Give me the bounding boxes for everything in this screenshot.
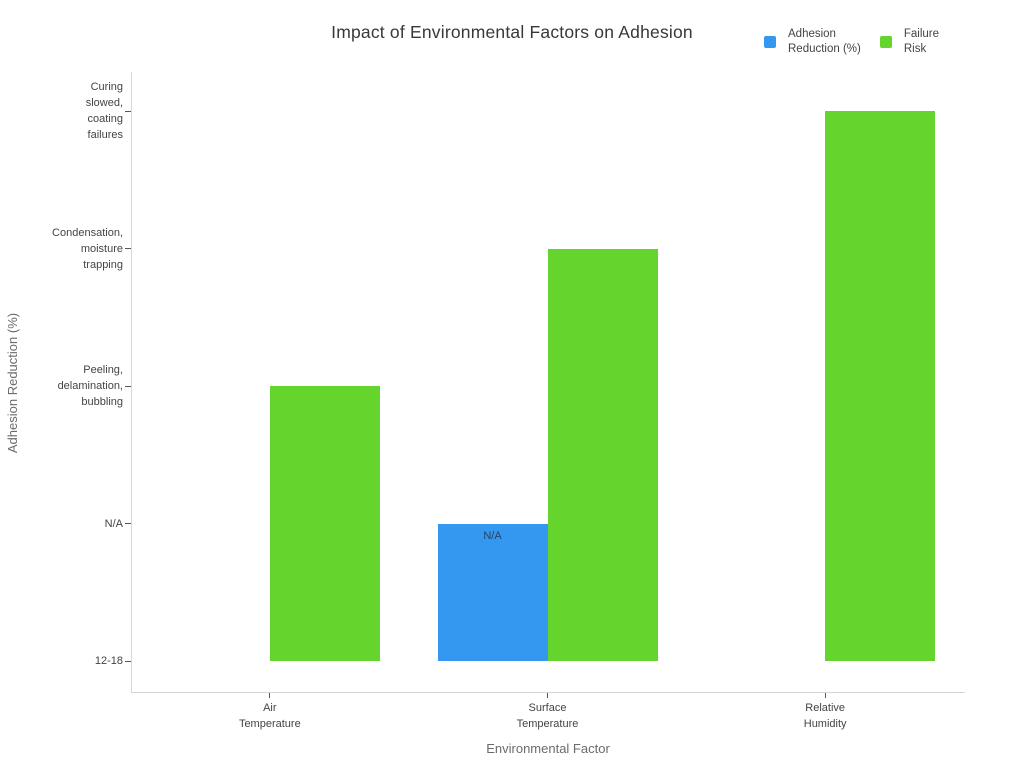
- x-axis-line: [131, 692, 965, 693]
- legend: Adhesion Reduction (%) Failure Risk: [764, 27, 939, 57]
- bar-failure-risk-surface-temperature[interactable]: [547, 248, 658, 661]
- y-axis-tick: [125, 248, 131, 249]
- bar-value-label-surface-temperature: N/A: [483, 529, 502, 542]
- y-axis-tick-label: Curing slowed, coating failures: [85, 81, 123, 141]
- x-axis-tick: [547, 693, 548, 698]
- x-axis-title: Environmental Factor: [486, 741, 610, 756]
- legend-item-adhesion-reduction[interactable]: Adhesion Reduction (%): [764, 27, 861, 57]
- x-axis-tick-label: Air Temperature: [238, 702, 301, 730]
- bar-failure-risk-relative-humidity[interactable]: [825, 111, 936, 661]
- legend-label: Failure Risk: [903, 28, 940, 55]
- bar-adhesion-reduction-surface-temperature[interactable]: [437, 523, 548, 661]
- chart-title: Impact of Environmental Factors on Adhes…: [331, 22, 693, 42]
- y-axis-tick-label: Condensation, moisture trapping: [52, 226, 123, 271]
- y-axis-tick-label: N/A: [104, 517, 123, 530]
- bar-failure-risk-air-temperature[interactable]: [269, 386, 380, 661]
- y-axis-tick: [125, 110, 131, 112]
- x-axis-tick-label: Surface Temperature: [516, 702, 579, 730]
- y-axis-tick: [125, 523, 131, 524]
- y-axis-tick-label: Peeling, delamination, bubbling: [57, 364, 123, 408]
- legend-swatch-adhesion-reduction-icon: [764, 36, 776, 48]
- legend-item-failure-risk[interactable]: Failure Risk: [879, 27, 940, 57]
- x-axis-tick: [269, 693, 271, 698]
- x-axis-tick: [824, 693, 826, 698]
- legend-swatch-failure-risk-icon: [879, 36, 892, 48]
- x-axis-tick-label: Relative Humidity: [803, 702, 847, 730]
- y-axis-line: [131, 72, 132, 692]
- y-axis-tick-label: 12-18: [94, 655, 123, 667]
- legend-label: Adhesion Reduction (%): [788, 28, 861, 55]
- y-axis-tick: [125, 660, 131, 662]
- y-axis-tick: [125, 385, 131, 387]
